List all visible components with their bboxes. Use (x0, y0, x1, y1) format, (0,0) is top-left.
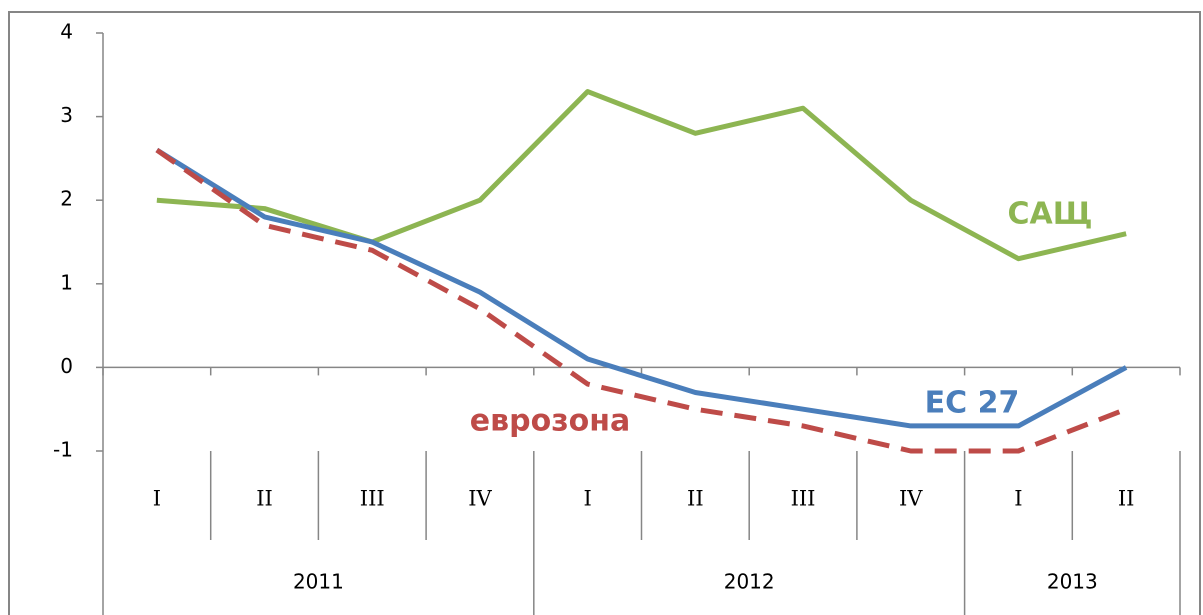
x-tick-label: III (791, 487, 816, 511)
series-label: САЩ (1007, 197, 1092, 232)
y-tick-label: 2 (60, 187, 73, 211)
y-tick-label: 3 (60, 103, 73, 127)
x-tick-label: III (360, 487, 385, 511)
x-tick-label: IV (468, 487, 492, 511)
x-tick-label: I (153, 487, 161, 511)
y-tick-label: 4 (60, 20, 73, 44)
series-line (156, 89, 1127, 262)
series-line (155, 147, 1128, 454)
y-tick-label: 0 (60, 354, 73, 378)
series-label: ЕС 27 (925, 386, 1020, 421)
series-line (155, 147, 1128, 429)
chart-border (8, 11, 1201, 615)
group-label: 2011 (293, 570, 344, 594)
x-tick-label: I (584, 487, 592, 511)
group-label: 2013 (1047, 570, 1098, 594)
x-tick-label: II (687, 487, 704, 511)
x-tick-label: IV (899, 487, 923, 511)
x-tick-label: I (1014, 487, 1022, 511)
x-tick-label: II (256, 487, 273, 511)
series-label: еврозона (470, 404, 630, 439)
group-label: 2012 (724, 570, 775, 594)
y-tick-label: -1 (53, 438, 73, 462)
y-tick-label: 1 (60, 270, 73, 294)
x-tick-label: II (1118, 487, 1135, 511)
